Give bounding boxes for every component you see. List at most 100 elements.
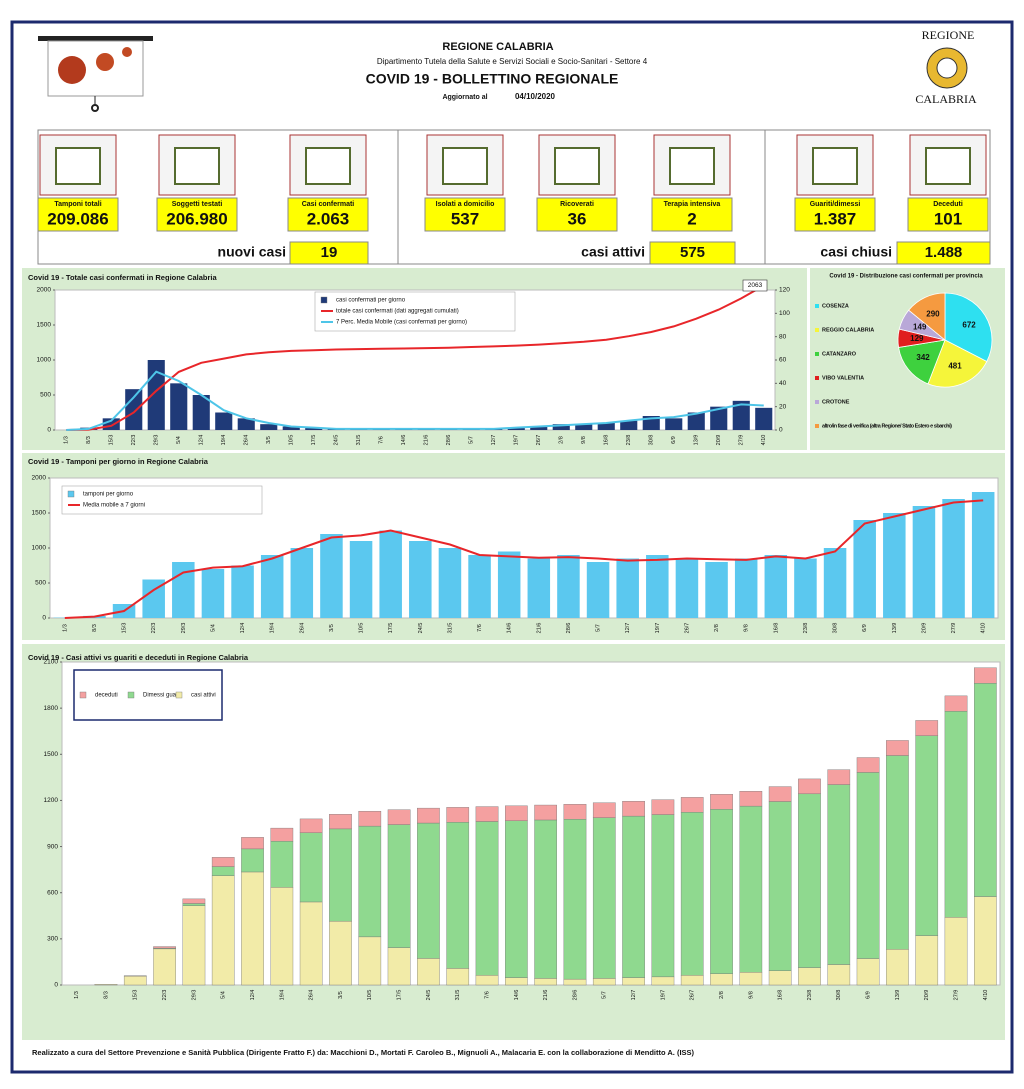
bar <box>387 947 411 986</box>
x-tick-label: 27/9 <box>739 435 745 446</box>
bar <box>680 812 704 976</box>
x-tick-label: 2/8 <box>719 991 725 999</box>
bar <box>768 786 792 802</box>
x-tick-label: 9/8 <box>748 991 754 999</box>
legend-label: altro/in fase di verifica (altra Regione… <box>822 423 952 429</box>
legend-label: CROTONE <box>822 399 850 405</box>
bar <box>586 562 610 618</box>
legend-label: deceduti <box>95 693 118 699</box>
bar <box>768 970 792 986</box>
bar <box>182 905 206 986</box>
x-tick-label: 21/6 <box>543 990 549 1001</box>
legend-swatch <box>815 304 819 308</box>
x-tick-label: 16/8 <box>604 435 610 446</box>
bar <box>856 757 880 773</box>
x-tick-label: 5/4 <box>210 624 216 632</box>
kpi-value: 537 <box>451 209 479 228</box>
y2-tick-label: 120 <box>779 287 790 294</box>
bar <box>417 958 440 986</box>
bar <box>358 810 382 827</box>
bar <box>557 555 580 618</box>
x-tick-label: 24/5 <box>426 990 432 1001</box>
bar <box>886 740 909 756</box>
bar <box>620 420 638 430</box>
legend-swatch <box>815 376 819 380</box>
legend <box>73 669 223 721</box>
bar <box>270 840 294 888</box>
bar <box>592 802 616 818</box>
bar <box>534 978 557 986</box>
bar <box>379 530 402 618</box>
x-tick-label: 12/7 <box>631 990 637 1001</box>
kpi-box <box>37 197 119 232</box>
bar <box>358 936 382 986</box>
x-tick-label: 20/9 <box>716 435 722 446</box>
x-tick-label: 22/3 <box>151 623 157 634</box>
kpi-label: Tamponi totali <box>54 201 101 208</box>
x-tick-label: 17/5 <box>388 623 394 634</box>
bulletin-title: COVID 19 - BOLLETTINO REGIONALE <box>366 71 619 87</box>
y2-tick-label: 20 <box>779 403 787 410</box>
x-tick-label: 26/7 <box>690 990 696 1001</box>
bar <box>505 805 528 821</box>
kpi-label: Casi confermati <box>302 201 355 208</box>
bar <box>732 400 750 430</box>
bar <box>944 917 968 986</box>
summary-value: 19 <box>321 244 338 261</box>
x-tick-label: 13/9 <box>895 990 901 1001</box>
bar <box>299 818 323 833</box>
x-tick-label: 30/8 <box>833 623 839 634</box>
legend-swatch <box>127 691 135 699</box>
bar <box>475 975 499 986</box>
bar <box>665 418 683 430</box>
bar <box>497 551 521 618</box>
legend-label: REGGIO CALABRIA <box>822 327 874 333</box>
x-tick-label: 3/5 <box>266 436 272 444</box>
y-tick-label: 0 <box>42 615 46 622</box>
kpi-label: Guariti/dimessi <box>810 201 861 208</box>
kpi-value: 101 <box>934 209 962 228</box>
bar <box>739 805 763 973</box>
y-tick-label: 300 <box>47 936 58 943</box>
x-tick-label: 15/3 <box>133 990 139 1001</box>
kpi-label: Soggetti testati <box>172 201 223 208</box>
kpi-box <box>651 197 733 232</box>
bar <box>552 424 570 430</box>
bar <box>94 984 118 986</box>
bar <box>475 821 499 976</box>
bar <box>755 407 773 430</box>
bar <box>270 827 294 842</box>
kpi-value: 36 <box>568 209 587 228</box>
bar <box>387 824 411 948</box>
summary-box <box>896 241 991 265</box>
region: REGIONE CALABRIA <box>442 41 553 53</box>
bar <box>915 735 939 936</box>
bar <box>211 875 235 986</box>
x-tick-label: 22/3 <box>131 435 137 446</box>
bar <box>651 814 675 978</box>
bar <box>123 975 147 986</box>
bar <box>305 427 323 430</box>
x-tick-label: 16/8 <box>778 990 784 1001</box>
bar <box>886 755 909 950</box>
bar <box>687 412 705 430</box>
x-tick-label: 1/3 <box>62 624 68 632</box>
chart-title: Covid 19 - Tamponi per giorno in Regione… <box>28 457 209 466</box>
x-tick-label: 12/4 <box>199 435 205 446</box>
bar <box>153 946 176 949</box>
bar <box>507 427 525 430</box>
bar <box>201 569 225 618</box>
bar <box>563 804 587 820</box>
bar <box>974 667 997 684</box>
y-tick-label: 500 <box>40 392 51 399</box>
bar <box>710 406 728 430</box>
kpi-box <box>287 197 369 232</box>
bar <box>446 968 470 986</box>
chart-title: Covid 19 - Casi attivi vs guariti e dece… <box>28 653 249 662</box>
bar <box>409 541 432 618</box>
bar <box>270 887 294 986</box>
legend-swatch <box>67 490 75 498</box>
kpi-value: 2 <box>687 209 696 228</box>
legend-swatch <box>320 296 328 304</box>
summary-label: casi chiusi <box>820 244 892 260</box>
